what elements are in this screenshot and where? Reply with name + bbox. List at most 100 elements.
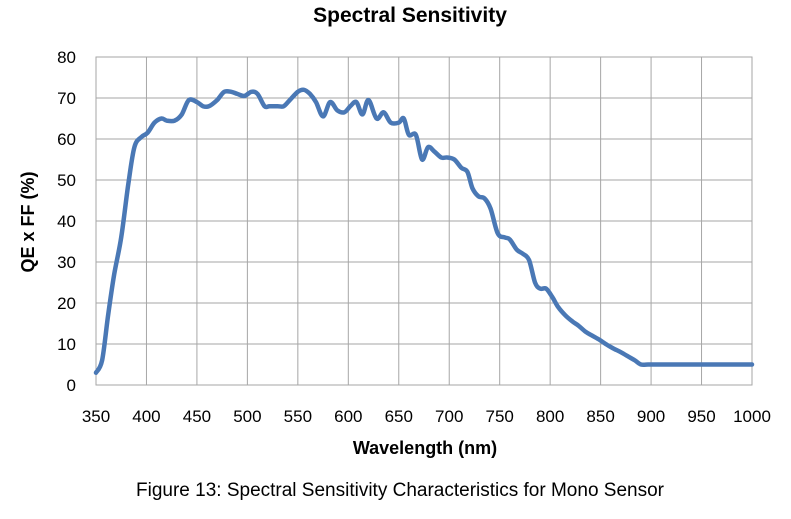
data-point-497 bbox=[244, 95, 246, 97]
data-point-930 bbox=[681, 364, 683, 366]
x-tick-label-450: 450 bbox=[183, 407, 211, 426]
data-point-582 bbox=[329, 101, 331, 103]
x-tick-label-500: 500 bbox=[233, 407, 261, 426]
data-point-741 bbox=[490, 208, 492, 210]
x-tick-label-600: 600 bbox=[334, 407, 362, 426]
data-point-958 bbox=[709, 364, 711, 366]
plot-area-border bbox=[95, 56, 753, 386]
figure-caption: Figure 13: Spectral Sensitivity Characte… bbox=[136, 480, 664, 501]
data-point-462 bbox=[208, 105, 210, 107]
data-point-828 bbox=[578, 325, 580, 327]
data-point-635 bbox=[383, 112, 385, 114]
data-point-388 bbox=[134, 146, 136, 148]
data-point-395 bbox=[141, 136, 143, 138]
data-point-965 bbox=[716, 364, 718, 366]
data-point-937 bbox=[688, 364, 690, 366]
data-point-705 bbox=[454, 159, 456, 161]
data-point-796 bbox=[545, 288, 547, 290]
data-point-550 bbox=[297, 91, 299, 93]
data-point-951 bbox=[702, 364, 704, 366]
data-point-522 bbox=[269, 105, 271, 107]
x-tick-label-700: 700 bbox=[435, 407, 463, 426]
data-point-987 bbox=[738, 364, 740, 366]
data-point-420 bbox=[166, 120, 168, 122]
data-point-562 bbox=[309, 93, 311, 95]
data-point-767 bbox=[516, 249, 518, 251]
x-tick-label-650: 650 bbox=[385, 407, 413, 426]
x-axis-label: Wavelength (nm) bbox=[353, 438, 497, 458]
data-point-718 bbox=[467, 171, 469, 173]
data-point-835 bbox=[585, 331, 587, 333]
x-tick-label-850: 850 bbox=[586, 407, 614, 426]
data-point-855 bbox=[605, 343, 607, 345]
data-point-729 bbox=[478, 196, 480, 198]
data-point-568 bbox=[315, 101, 317, 103]
data-point-972 bbox=[723, 364, 725, 366]
data-point-556 bbox=[303, 89, 305, 91]
y-tick-label-0: 0 bbox=[67, 376, 76, 395]
data-point-667 bbox=[415, 134, 417, 136]
data-point-877 bbox=[627, 356, 629, 358]
data-point-362 bbox=[107, 315, 109, 317]
y-axis-label: QE x FF (%) bbox=[18, 171, 38, 272]
data-point-723 bbox=[472, 187, 474, 189]
x-tick-label-400: 400 bbox=[132, 407, 160, 426]
y-tick-label-20: 20 bbox=[57, 294, 76, 313]
data-point-944 bbox=[695, 364, 697, 366]
data-point-862 bbox=[612, 347, 614, 349]
data-point-679 bbox=[427, 146, 429, 148]
data-point-589 bbox=[336, 110, 338, 112]
data-point-504 bbox=[251, 91, 253, 93]
data-point-356 bbox=[101, 360, 103, 362]
data-point-735 bbox=[484, 198, 486, 200]
data-point-897 bbox=[647, 364, 649, 366]
data-point-456 bbox=[202, 105, 204, 107]
data-point-596 bbox=[344, 112, 346, 114]
data-point-790 bbox=[539, 288, 541, 290]
data-point-602 bbox=[350, 105, 352, 107]
x-tick-label-950: 950 bbox=[687, 407, 715, 426]
chart-title: Spectral Sensitivity bbox=[313, 4, 507, 27]
data-point-517 bbox=[264, 105, 266, 107]
data-point-477 bbox=[223, 91, 225, 93]
x-tick-label-800: 800 bbox=[536, 407, 564, 426]
data-point-382 bbox=[128, 183, 130, 185]
plot-frame bbox=[95, 56, 753, 386]
x-tick-label-900: 900 bbox=[637, 407, 665, 426]
data-point-575 bbox=[322, 116, 324, 118]
data-point-536 bbox=[283, 105, 285, 107]
data-point-692 bbox=[440, 157, 442, 159]
data-point-490 bbox=[237, 93, 239, 95]
data-point-408 bbox=[154, 122, 156, 124]
data-point-660 bbox=[408, 134, 410, 136]
y-tick-label-60: 60 bbox=[57, 130, 76, 149]
data-point-642 bbox=[390, 122, 392, 124]
data-point-902 bbox=[652, 364, 654, 366]
data-point-808 bbox=[557, 306, 559, 308]
data-point-428 bbox=[174, 120, 176, 122]
data-point-673 bbox=[421, 159, 423, 161]
data-point-884 bbox=[634, 360, 636, 362]
x-axis-ticks: 350 400 450 500 550 600 650 700 750 800 850 900 950 1… bbox=[82, 407, 771, 426]
data-point-542 bbox=[289, 99, 291, 101]
data-point-620 bbox=[368, 99, 370, 101]
x-tick-label-550: 550 bbox=[284, 407, 312, 426]
data-point-650 bbox=[398, 122, 400, 124]
data-point-655 bbox=[403, 118, 405, 120]
data-point-980 bbox=[731, 364, 733, 366]
data-point-470 bbox=[216, 99, 218, 101]
y-tick-label-30: 30 bbox=[57, 253, 76, 272]
data-point-924 bbox=[675, 364, 677, 366]
y-tick-label-80: 80 bbox=[57, 48, 76, 67]
data-point-773 bbox=[522, 253, 524, 255]
data-point-822 bbox=[572, 321, 574, 323]
data-point-530 bbox=[277, 105, 279, 107]
data-point-368 bbox=[113, 274, 115, 276]
y-tick-label-40: 40 bbox=[57, 212, 76, 231]
data-point-712 bbox=[461, 167, 463, 169]
data-point-849 bbox=[599, 339, 601, 341]
data-point-760 bbox=[509, 239, 511, 241]
data-point-375 bbox=[120, 237, 122, 239]
y-tick-label-70: 70 bbox=[57, 89, 76, 108]
data-point-802 bbox=[551, 296, 553, 298]
